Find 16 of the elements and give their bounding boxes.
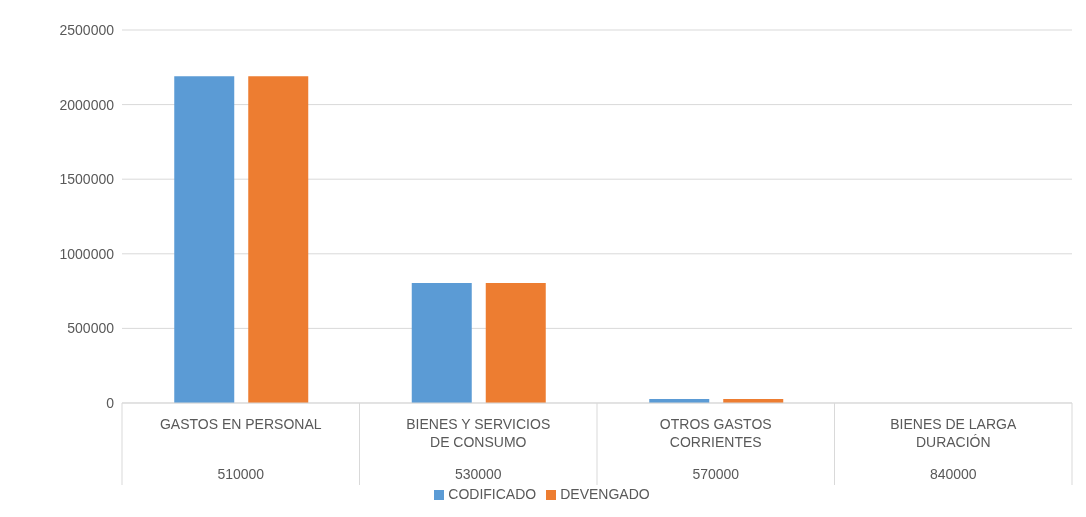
x-tick-label: BIENES Y SERVICIOS DE CONSUMO 530000 [406, 416, 551, 482]
legend-label: DEVENGADO [560, 486, 650, 502]
y-tick-label: 1000000 [59, 245, 115, 262]
y-tick-label: 2000000 [59, 96, 115, 113]
legend-label: CODIFICADO [448, 486, 537, 502]
x-tick-label: OTROS GASTOS CORRIENTES 570000 [659, 416, 772, 482]
y-tick-label: 2500000 [59, 21, 115, 38]
bar [174, 76, 235, 403]
bar [485, 282, 546, 403]
bar [411, 282, 472, 403]
x-tick-label: BIENES DE LARGA DURACIÓN 840000 [890, 416, 1017, 482]
y-tick-label: 500000 [67, 320, 115, 337]
y-tick-label: 1500000 [59, 171, 115, 188]
bar [248, 76, 309, 403]
y-tick-label: 0 [106, 394, 115, 411]
category-label: GASTOS EN PERSONAL 510000 [159, 416, 322, 482]
